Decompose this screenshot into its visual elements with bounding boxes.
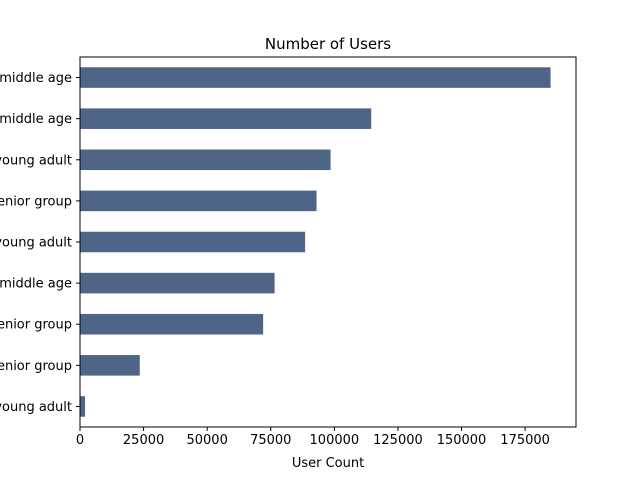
y-tick-label: senior group: [0, 194, 72, 209]
x-axis-label: User Count: [292, 456, 364, 471]
y-tick-label: senior group: [0, 359, 72, 374]
x-axis-ticks: 0 25000 50000 75000 100000 125000 150000 175000: [76, 427, 550, 448]
x-tick-label: 125000: [373, 433, 423, 448]
y-axis-ticks: middle age middle age young adult senior gr…: [0, 71, 80, 415]
x-tick-label: 175000: [500, 433, 550, 448]
bar: [80, 355, 140, 376]
x-tick-label: 25000: [123, 433, 164, 448]
x-tick-label: 100000: [310, 433, 360, 448]
bar: [80, 67, 551, 88]
x-tick-label: 150000: [437, 433, 487, 448]
y-tick-label: young adult: [0, 236, 72, 251]
y-tick-label: young adult: [0, 400, 72, 415]
y-tick-label: senior group: [0, 318, 72, 333]
x-tick-label: 0: [76, 433, 84, 448]
y-tick-label: young adult: [0, 153, 72, 168]
y-tick-label: middle age: [0, 277, 72, 292]
chart-title: Number of Users: [265, 35, 391, 53]
y-tick-label: middle age: [0, 112, 72, 127]
bar: [80, 190, 317, 212]
x-tick-label: 75000: [250, 433, 291, 448]
x-tick-label: 50000: [186, 433, 227, 448]
bar: [80, 272, 275, 294]
y-tick-label: middle age: [0, 71, 72, 86]
bar: [80, 108, 372, 129]
bar: [80, 396, 86, 417]
bar: [80, 313, 264, 335]
bars-group: [80, 67, 551, 417]
plot-frame: [79, 56, 577, 428]
bar: [80, 231, 306, 253]
bar: [80, 149, 331, 171]
